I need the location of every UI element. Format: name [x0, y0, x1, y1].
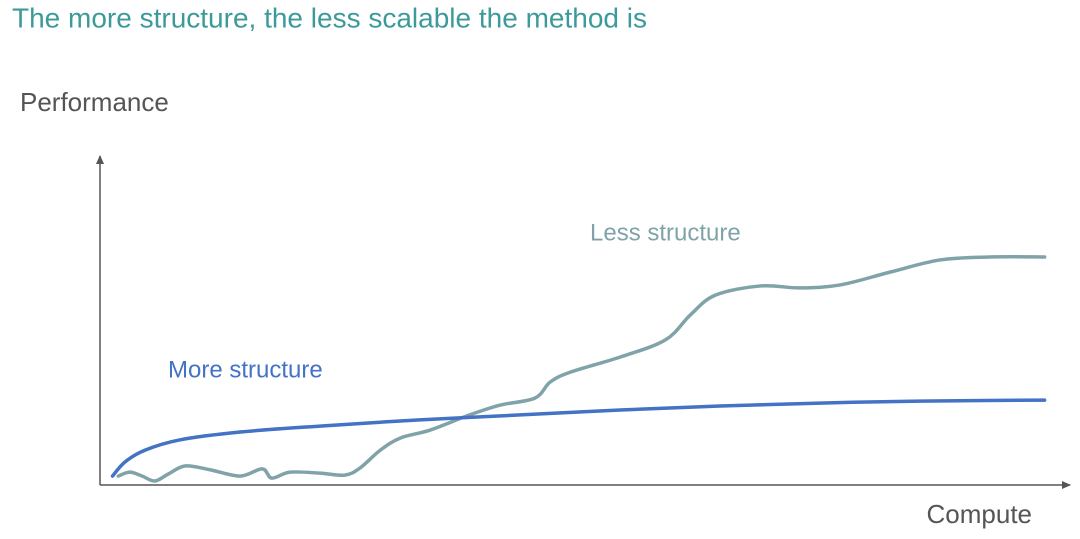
- series-label: Less structure: [590, 219, 741, 246]
- x-axis-label: Compute: [927, 499, 1033, 529]
- series-label: More structure: [168, 356, 323, 383]
- y-axis-label: Performance: [20, 87, 169, 117]
- chart-title: The more structure, the less scalable th…: [12, 2, 647, 33]
- series-line: [110, 398, 1047, 478]
- series-line: [116, 255, 1047, 483]
